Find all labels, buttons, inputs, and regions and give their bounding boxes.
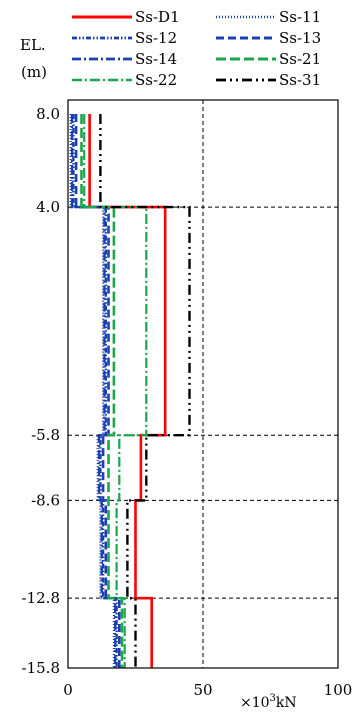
- x-unit-exp: 3: [270, 693, 276, 704]
- y-tick-label: -12.8: [22, 589, 60, 607]
- legend-item-ss-12: Ss-12: [72, 29, 177, 47]
- legend-label: Ss-14: [135, 50, 177, 68]
- y-axis-title: EL.: [20, 36, 46, 54]
- legend-item-ss-13: Ss-13: [216, 29, 321, 47]
- legend-label: Ss-31: [279, 71, 321, 89]
- plot-frame: [67, 99, 339, 669]
- legend-label: Ss-12: [135, 29, 177, 47]
- series-group: [69, 113, 191, 668]
- legend-item-ss-d1: Ss-D1: [72, 8, 180, 26]
- x-tick-label: 100: [324, 681, 353, 699]
- y-tick-label: -5.8: [31, 426, 60, 444]
- legend-label: Ss-21: [279, 50, 321, 68]
- series-line-ss-31: [99, 113, 191, 668]
- y-tick-label: 4.0: [36, 198, 60, 216]
- legend-label: Ss-22: [135, 71, 177, 89]
- legend-label: Ss-D1: [135, 8, 180, 26]
- x-tick-label: 50: [193, 681, 212, 699]
- legend-item-ss-11: Ss-11: [216, 8, 321, 26]
- series-line-ss-d1: [88, 113, 167, 668]
- x-unit-prefix: ×10: [240, 695, 270, 711]
- y-ticks: 8.0 4.0 -5.8 -8.6 -12.8 -15.8: [22, 105, 60, 677]
- legend-item-ss-22: Ss-22: [72, 71, 177, 89]
- legend-label: Ss-11: [279, 8, 321, 26]
- legend-item-ss-14: Ss-14: [72, 50, 177, 68]
- legend-label: Ss-13: [279, 29, 321, 47]
- y-axis-unit: (m): [21, 63, 47, 81]
- series-line-ss-12: [72, 113, 118, 668]
- legend: Ss-D1 Ss-11 Ss-12 Ss-13 Ss-14 Ss-21 Ss-22 Ss-31: [72, 8, 321, 89]
- y-tick-label: -8.6: [31, 491, 60, 509]
- series-line-ss-22: [83, 113, 148, 668]
- legend-item-ss-21: Ss-21: [216, 50, 321, 68]
- x-axis-unit: ×103kN: [240, 693, 297, 711]
- legend-item-ss-31: Ss-31: [216, 71, 321, 89]
- y-tick-label: 8.0: [36, 105, 60, 123]
- x-unit-suffix: kN: [276, 695, 297, 711]
- x-tick-label: 0: [63, 681, 73, 699]
- x-ticks: 0 50 100: [63, 681, 352, 699]
- y-tick-label: -15.8: [22, 659, 60, 677]
- series-line-ss-21: [80, 113, 124, 668]
